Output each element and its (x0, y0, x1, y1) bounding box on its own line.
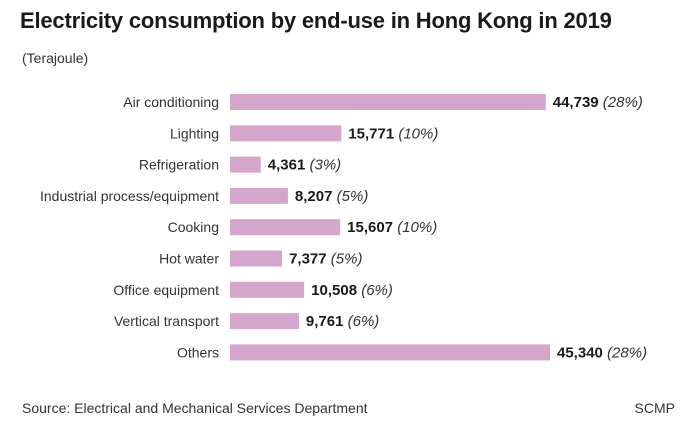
category-label: Others (177, 344, 219, 360)
value-label: 8,207 (295, 188, 337, 205)
bar (230, 250, 283, 267)
data-label: 15,771 (10%) (348, 125, 438, 142)
bar (230, 125, 342, 142)
data-label: 4,361 (3%) (268, 157, 341, 174)
bar (230, 187, 288, 204)
credit-label: SCMP (634, 400, 675, 416)
value-label: 9,761 (306, 313, 348, 330)
value-label: 15,607 (347, 219, 397, 236)
category-label: Hot water (159, 251, 219, 267)
category-label: Refrigeration (139, 157, 219, 173)
value-label: 10,508 (311, 282, 361, 299)
category-label: Air conditioning (123, 94, 219, 110)
data-label: 45,340 (28%) (557, 344, 647, 361)
percent-label: (28%) (603, 94, 643, 111)
value-label: 44,739 (553, 94, 603, 111)
category-label: Industrial process/equipment (40, 188, 219, 204)
bar-chart: Air conditioning 44,739 (28%) Lighting 15,7… (40, 94, 647, 361)
data-label: 9,761 (6%) (306, 313, 379, 330)
data-label: 44,739 (28%) (553, 94, 643, 111)
bar (230, 313, 299, 330)
bar (230, 219, 341, 236)
category-label: Vertical transport (114, 313, 219, 329)
data-label: 15,607 (10%) (347, 219, 437, 236)
value-label: 4,361 (268, 157, 310, 174)
bar (230, 344, 550, 361)
category-label: Office equipment (113, 282, 219, 298)
value-label: 7,377 (289, 251, 331, 268)
percent-label: (10%) (398, 125, 438, 142)
data-label: 7,377 (5%) (289, 251, 362, 268)
unit-label: (Terajoule) (22, 50, 89, 66)
category-label: Cooking (168, 219, 219, 235)
value-label: 45,340 (557, 344, 607, 361)
percent-label: (6%) (361, 282, 393, 299)
value-label: 15,771 (348, 125, 398, 142)
bar (230, 94, 546, 110)
chart-title: Electricity consumption by end-use in Ho… (20, 8, 612, 33)
data-label: 8,207 (5%) (295, 188, 368, 205)
category-label: Lighting (170, 125, 219, 141)
percent-label: (10%) (397, 219, 437, 236)
data-label: 10,508 (6%) (311, 282, 393, 299)
percent-label: (5%) (337, 188, 369, 205)
percent-label: (3%) (309, 157, 341, 174)
percent-label: (28%) (607, 344, 647, 361)
percent-label: (5%) (331, 251, 363, 268)
percent-label: (6%) (348, 313, 380, 330)
source-note: Source: Electrical and Mechanical Servic… (22, 400, 368, 416)
bar (230, 156, 261, 173)
bar (230, 281, 305, 298)
